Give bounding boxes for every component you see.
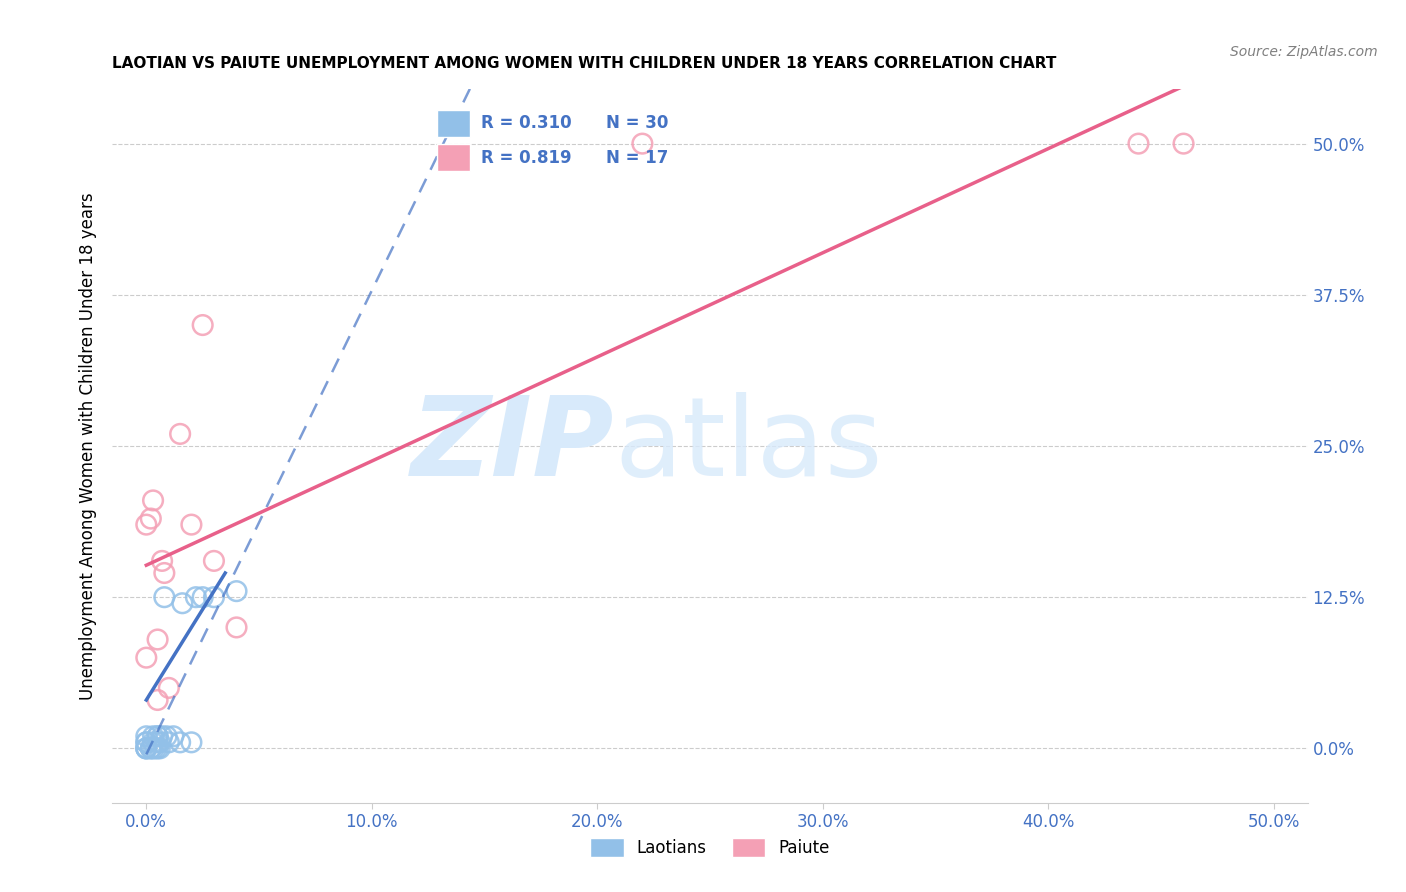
- Point: [153, 566, 176, 580]
- Point: [180, 517, 202, 532]
- Point: [135, 735, 157, 749]
- Text: N = 30: N = 30: [606, 114, 668, 132]
- Point: [631, 136, 654, 151]
- Point: [146, 729, 169, 743]
- Point: [142, 735, 165, 749]
- Point: [157, 735, 180, 749]
- Text: LAOTIAN VS PAIUTE UNEMPLOYMENT AMONG WOMEN WITH CHILDREN UNDER 18 YEARS CORRELAT: LAOTIAN VS PAIUTE UNEMPLOYMENT AMONG WOM…: [112, 56, 1057, 71]
- Point: [157, 681, 180, 695]
- Point: [142, 741, 165, 756]
- Point: [153, 590, 176, 604]
- Text: atlas: atlas: [614, 392, 883, 500]
- Point: [162, 729, 184, 743]
- Point: [146, 741, 169, 756]
- Point: [142, 493, 165, 508]
- Point: [202, 554, 225, 568]
- Point: [225, 584, 247, 599]
- Point: [135, 517, 157, 532]
- Point: [135, 741, 157, 756]
- Text: Source: ZipAtlas.com: Source: ZipAtlas.com: [1230, 45, 1378, 59]
- Point: [142, 729, 165, 743]
- Point: [146, 735, 169, 749]
- Point: [150, 554, 173, 568]
- Point: [135, 735, 157, 749]
- Legend: Laotians, Paiute: Laotians, Paiute: [582, 830, 838, 866]
- Point: [172, 596, 194, 610]
- Point: [180, 735, 202, 749]
- Point: [143, 741, 166, 756]
- Text: N = 17: N = 17: [606, 149, 668, 167]
- Text: ZIP: ZIP: [411, 392, 614, 500]
- Point: [184, 590, 207, 604]
- Point: [135, 741, 157, 756]
- Point: [135, 650, 157, 665]
- Text: R = 0.310: R = 0.310: [481, 114, 571, 132]
- Point: [1173, 136, 1195, 151]
- Point: [146, 693, 169, 707]
- Point: [150, 729, 173, 743]
- Point: [191, 590, 214, 604]
- Point: [139, 741, 162, 756]
- Point: [135, 729, 157, 743]
- Point: [169, 426, 191, 441]
- Point: [149, 735, 172, 749]
- Point: [135, 741, 157, 756]
- Point: [191, 318, 214, 332]
- Point: [139, 741, 162, 756]
- FancyBboxPatch shape: [437, 145, 471, 171]
- Point: [139, 511, 162, 525]
- Text: R = 0.819: R = 0.819: [481, 149, 571, 167]
- FancyBboxPatch shape: [437, 111, 471, 136]
- Point: [202, 590, 225, 604]
- Point: [155, 729, 177, 743]
- Point: [225, 620, 247, 634]
- Point: [169, 735, 191, 749]
- Point: [1128, 136, 1150, 151]
- Y-axis label: Unemployment Among Women with Children Under 18 years: Unemployment Among Women with Children U…: [79, 192, 97, 700]
- Point: [146, 632, 169, 647]
- Point: [146, 729, 169, 743]
- Point: [149, 741, 172, 756]
